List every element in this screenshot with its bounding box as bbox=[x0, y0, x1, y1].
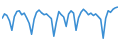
plot-area bbox=[2, 7, 118, 38]
chart bbox=[0, 0, 120, 45]
chart-svg bbox=[0, 0, 120, 45]
line bbox=[2, 7, 118, 38]
